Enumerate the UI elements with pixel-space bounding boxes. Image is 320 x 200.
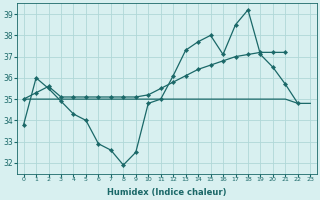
X-axis label: Humidex (Indice chaleur): Humidex (Indice chaleur) [107,188,227,197]
